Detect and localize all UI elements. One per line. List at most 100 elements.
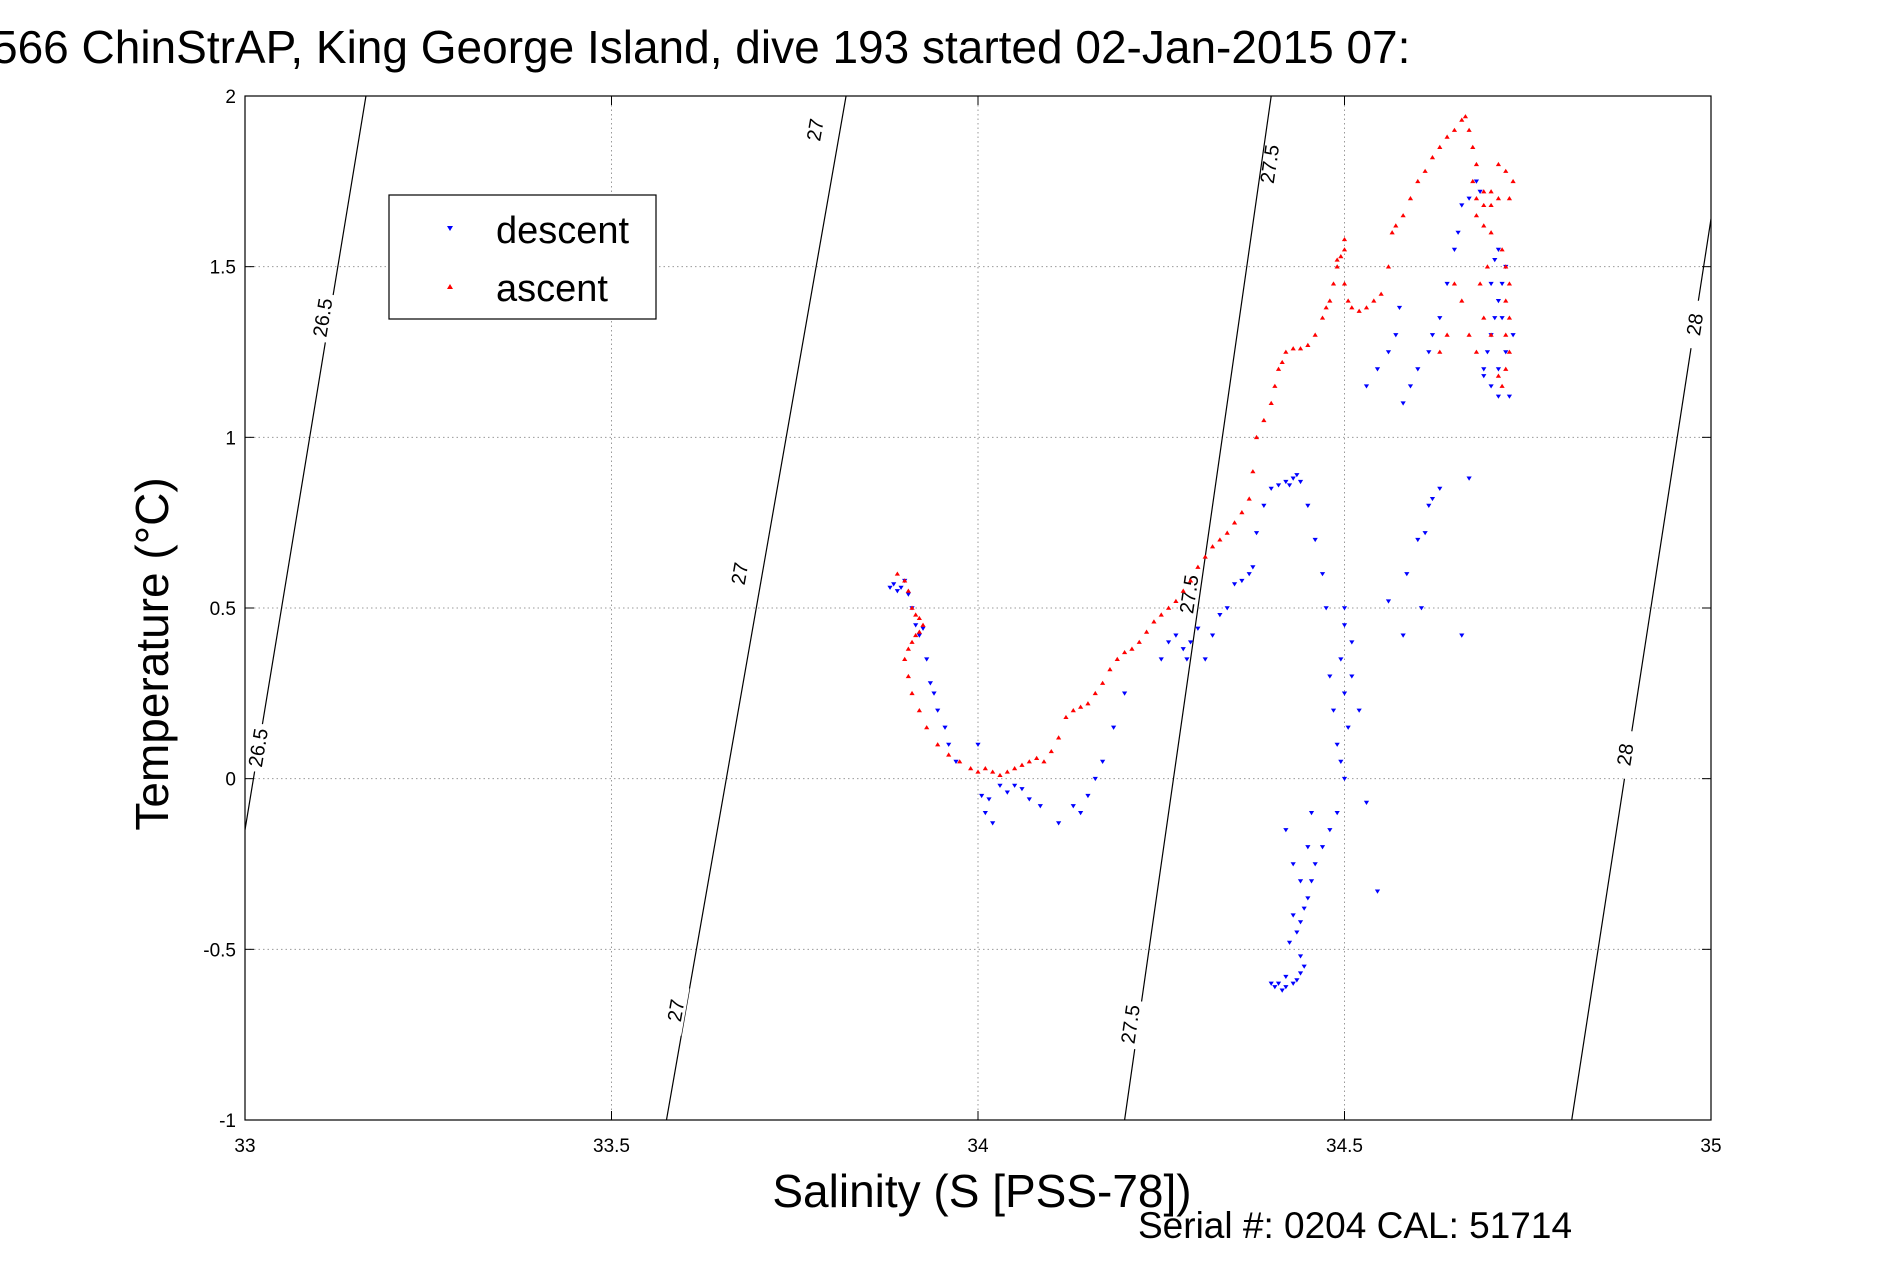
- ascent-point: [1415, 178, 1421, 184]
- legend-descent-label: descent: [496, 210, 630, 252]
- descent-point: [1268, 981, 1274, 986]
- descent-point: [1415, 537, 1421, 543]
- ascent-point: [1041, 759, 1047, 764]
- descent-point: [1195, 626, 1201, 631]
- ascent-point: [1481, 315, 1487, 320]
- descent-point: [1312, 537, 1318, 543]
- ascent-point: [1488, 332, 1494, 337]
- ascent-point: [1437, 349, 1443, 354]
- ascent-point: [1195, 564, 1201, 569]
- ascent-point: [1506, 349, 1513, 354]
- descent-point: [1374, 367, 1381, 372]
- series-ascent: [894, 114, 1516, 778]
- ascent-point: [1407, 196, 1414, 201]
- ascent-point: [1473, 196, 1480, 201]
- descent-point: [946, 742, 952, 747]
- ascent-point: [990, 769, 996, 774]
- ascent-point: [1239, 510, 1245, 515]
- descent-point: [1341, 606, 1348, 611]
- ascent-point: [1279, 359, 1285, 365]
- ascent-point: [1004, 769, 1010, 774]
- ascent-point: [1503, 298, 1509, 303]
- ascent-point: [1187, 578, 1194, 583]
- ascent-point: [1488, 189, 1494, 194]
- contour-label-28: 28: [1613, 742, 1638, 767]
- descent-point: [1301, 906, 1307, 911]
- descent-point: [931, 691, 937, 696]
- descent-point: [990, 821, 996, 826]
- contour-label-gap: [665, 985, 690, 1036]
- descent-point: [1341, 691, 1348, 696]
- ascent-point: [1503, 366, 1509, 371]
- ascent-point: [916, 629, 922, 634]
- ascent-point: [1323, 305, 1329, 310]
- ascent-point: [1378, 291, 1384, 296]
- descent-point: [979, 793, 985, 799]
- x-tick-label: 33: [234, 1136, 255, 1157]
- x-tick-label: 33.5: [593, 1136, 630, 1157]
- ascent-point: [1330, 281, 1337, 286]
- descent-point: [1404, 572, 1410, 577]
- y-tick-label: -1: [219, 1111, 236, 1132]
- ascent-point: [957, 759, 963, 764]
- descent-point: [1209, 633, 1216, 638]
- descent-point: [1297, 971, 1304, 976]
- descent-point: [1488, 281, 1494, 287]
- descent-point: [1459, 203, 1465, 208]
- descent-point: [1279, 988, 1285, 993]
- ascent-point: [1470, 144, 1476, 149]
- descent-point: [1477, 189, 1483, 194]
- descent-point: [1385, 350, 1392, 355]
- descent-point: [1100, 759, 1106, 764]
- x-axis-label: Salinity (S [PSS-78]): [772, 1165, 1191, 1217]
- contour-label-gap: [1684, 299, 1708, 350]
- descent-point: [887, 585, 893, 590]
- descent-point: [1393, 333, 1399, 338]
- descent-point: [1158, 657, 1164, 662]
- serial-calibration-note: Serial #: 0204 CAL: 51714: [1138, 1205, 1572, 1246]
- descent-point: [1092, 776, 1098, 782]
- ascent-point: [909, 605, 915, 610]
- ascent-point: [1400, 213, 1406, 218]
- contour-label-27: 27: [728, 561, 754, 587]
- descent-point: [1246, 572, 1252, 577]
- ascent-point: [1506, 281, 1513, 286]
- descent-point: [1323, 606, 1329, 611]
- ascent-point: [1459, 298, 1465, 303]
- descent-point: [1418, 606, 1425, 611]
- descent-point: [1429, 496, 1436, 502]
- ascent-point: [1363, 305, 1370, 310]
- contour-label-gap: [1259, 139, 1283, 190]
- ascent-point: [1231, 520, 1238, 525]
- x-tick-label: 35: [1700, 1136, 1721, 1157]
- ascent-point: [1012, 766, 1018, 771]
- descent-point: [1356, 708, 1362, 713]
- contour-label-gap: [312, 292, 336, 343]
- descent-point: [1334, 811, 1340, 816]
- contour-line-26.5: [245, 96, 367, 830]
- contour-line-27.5: [1124, 96, 1272, 1120]
- ascent-point: [1136, 639, 1142, 644]
- contour-label-28: 28: [1683, 312, 1708, 337]
- descent-point: [1341, 776, 1348, 782]
- descent-point: [1385, 599, 1392, 604]
- descent-point: [924, 657, 930, 662]
- ascent-point: [916, 708, 922, 713]
- descent-point: [1319, 845, 1326, 850]
- series-descent: [887, 179, 1516, 993]
- ascent-point: [1180, 588, 1186, 593]
- ascent-point: [997, 772, 1003, 778]
- contour-label-gap: [729, 548, 754, 599]
- descent-point: [1481, 374, 1487, 379]
- legend-box: [388, 194, 657, 320]
- descent-point: [1261, 503, 1267, 508]
- ascent-point: [1305, 342, 1311, 347]
- x-tick-label: 34: [967, 1136, 989, 1157]
- ascent-point: [1349, 305, 1355, 310]
- descent-point: [1187, 640, 1194, 645]
- descent-point: [898, 585, 904, 590]
- y-tick-label: 0.5: [210, 599, 236, 620]
- ascent-point: [905, 673, 911, 679]
- descent-point: [1407, 384, 1414, 389]
- legend: descent ascent: [388, 194, 657, 320]
